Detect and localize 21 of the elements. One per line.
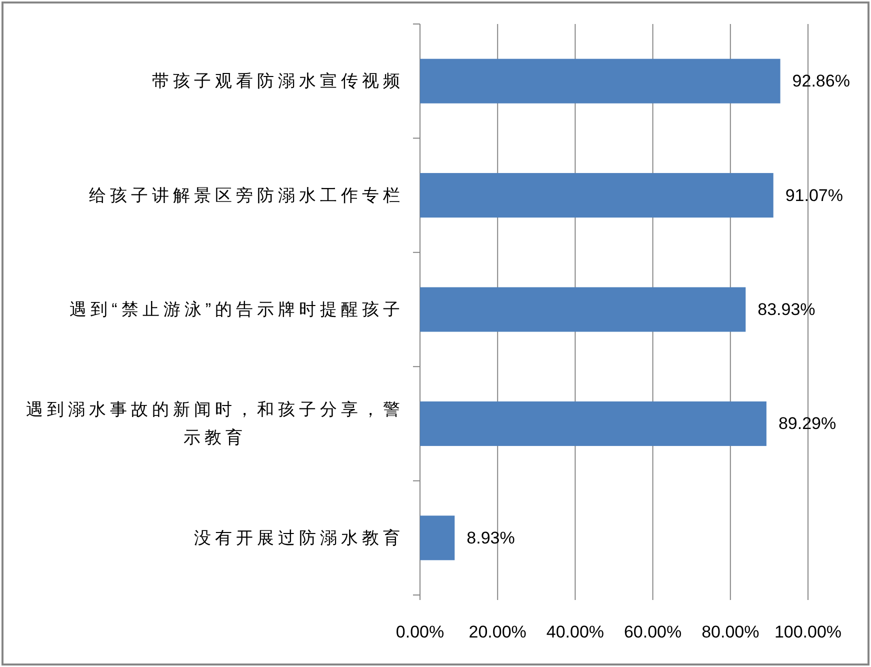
x-tick-label: 40.00% — [546, 622, 604, 642]
data-label: 8.93% — [466, 528, 515, 548]
x-tick-label: 0.00% — [396, 622, 444, 642]
x-tick-label: 80.00% — [702, 622, 760, 642]
y-tick-label: 遇到溺水事故的新闻时，和孩子分享，警示教育 — [26, 400, 404, 448]
y-tick-label: 给孩子讲解景区旁防溺水工作专栏 — [89, 186, 404, 205]
y-tick-label: 没有开展过防溺水教育 — [194, 528, 404, 548]
bar — [420, 173, 774, 218]
data-label: 92.86% — [792, 72, 850, 91]
y-tick-label: 遇到“禁止游泳”的告示牌时提醒孩子 — [70, 300, 404, 319]
bar — [420, 58, 780, 104]
x-tick-label: 20.00% — [468, 622, 526, 642]
bar — [420, 401, 766, 446]
data-label: 91.07% — [785, 186, 844, 205]
x-tick-label: 60.00% — [624, 622, 682, 642]
data-label: 83.93% — [758, 300, 816, 319]
data-label: 89.29% — [778, 414, 836, 434]
bar — [420, 516, 455, 560]
bar — [420, 287, 746, 332]
y-tick-label: 带孩子观看防溺水宣传视频 — [152, 72, 404, 91]
x-tick-label: 100.00% — [774, 622, 842, 642]
